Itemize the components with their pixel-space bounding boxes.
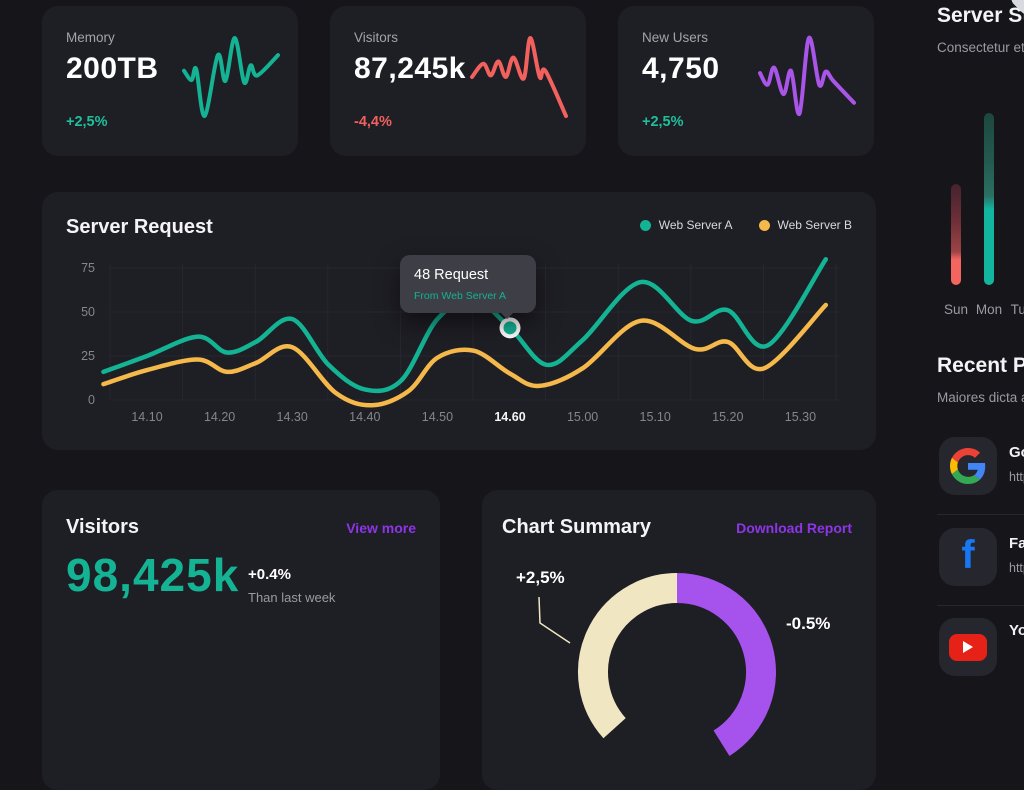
right-sidebar: Server Status Consectetur et amet Sun Mon… xyxy=(937,0,1024,676)
stat-card-memory: Memory 200TB +2,5% xyxy=(42,6,298,156)
google-icon xyxy=(939,437,997,495)
y-tick-25: 25 xyxy=(81,349,95,363)
stat-value: 87,245k xyxy=(354,52,466,85)
x-tick-14.50: 14.50 xyxy=(421,410,454,424)
stat-value: 4,750 xyxy=(642,52,720,85)
donut-segment xyxy=(676,573,776,756)
x-tick-14.10: 14.10 xyxy=(131,410,163,424)
recent-payments-subtitle: Maiores dicta amet xyxy=(937,390,1024,405)
chart-summary-card: Chart Summary Download Report +2,5% -0.5… xyxy=(482,490,876,790)
stat-delta: +2,5% xyxy=(66,114,108,130)
visitors-sparkline-chart xyxy=(472,38,566,116)
stat-label: Memory xyxy=(66,30,115,45)
youtube-icon xyxy=(939,618,997,676)
chart-summary-title: Chart Summary xyxy=(502,516,651,538)
legend-dot-orange xyxy=(758,219,770,231)
server-status-bar-chart: Sun Mon Tue xyxy=(937,0,1024,330)
legend-label: Web Server B xyxy=(777,218,852,232)
y-tick-0: 0 xyxy=(88,393,95,407)
sparkline-path xyxy=(760,38,854,114)
status-bar-sun xyxy=(951,183,961,285)
sparkline-path xyxy=(472,38,566,116)
x-tick-15.00: 15.00 xyxy=(566,410,599,424)
payment-name: YouTube xyxy=(1009,622,1024,639)
visitors-delta: +0.4% xyxy=(248,566,291,583)
marker-dot xyxy=(503,321,517,335)
view-more-link[interactable]: View more xyxy=(346,520,416,536)
dashboard-page: { "colors":{"teal":"#14b394","red":"#f26… xyxy=(42,0,1024,790)
recent-payments-title: Recent Payments xyxy=(937,354,1024,377)
visitors-big-value: 98,425k xyxy=(66,549,240,601)
payment-url[interactable]: https://www.google.com xyxy=(1009,470,1024,484)
legend-dot-teal xyxy=(639,219,651,231)
x-tick-15.20: 15.20 xyxy=(712,410,744,424)
payment-url[interactable]: https://www.facebook.com xyxy=(1009,561,1024,575)
chart-tooltip: 48 Request From Web Server A xyxy=(400,255,536,320)
day-label-mon: Mon xyxy=(975,302,1003,317)
summary-donut-chart[interactable] xyxy=(482,490,876,790)
server-request-card: Server Request Web Server A Web Server B… xyxy=(42,192,876,450)
divider xyxy=(937,605,1024,606)
y-tick-75: 75 xyxy=(81,261,95,275)
server-status-subtitle: Consectetur et amet xyxy=(937,40,1024,55)
y-tick-50: 50 xyxy=(81,305,95,319)
divider xyxy=(937,514,1024,515)
donut-annotation-line xyxy=(538,596,571,644)
visitors-caption: Than last week xyxy=(248,590,336,605)
x-tick-14.40: 14.40 xyxy=(349,410,381,424)
visitors-card: Visitors View more 98,425k +0.4% Than la… xyxy=(42,490,440,790)
new-users-sparkline-chart xyxy=(760,38,854,116)
web-server-b-line xyxy=(101,302,829,408)
facebook-icon: f xyxy=(939,528,997,586)
sparkline-path xyxy=(184,38,278,116)
payment-name: Google xyxy=(1009,444,1024,461)
stat-label: New Users xyxy=(642,30,709,45)
stat-card-visitors: Visitors 87,245k -4,4% xyxy=(330,6,586,156)
donut-label-positive: +2,5% xyxy=(516,568,565,587)
x-tick-15.30: 15.30 xyxy=(784,410,817,424)
tooltip-value: 48 Request xyxy=(414,267,489,283)
server-status-title: Server Status xyxy=(937,4,1024,27)
stat-label: Visitors xyxy=(354,30,399,45)
stat-value: 200TB xyxy=(66,52,159,85)
visitors-title: Visitors xyxy=(66,516,139,538)
x-axis-labels: 14.10 14.20 14.30 14.40 14.50 14.60 15.00 15.10… xyxy=(42,410,876,428)
donut-label-negative: -0.5% xyxy=(786,614,831,633)
payment-name: Facebook xyxy=(1009,535,1024,552)
x-tick-14.30: 14.30 xyxy=(276,410,308,424)
legend-item-web-server-b[interactable]: Web Server B xyxy=(758,218,852,232)
stat-delta: +2,5% xyxy=(642,114,684,130)
status-bar-mon xyxy=(984,112,994,285)
day-label-sun: Sun xyxy=(943,302,969,317)
x-tick-14.20: 14.20 xyxy=(203,410,236,424)
memory-sparkline-chart xyxy=(184,38,278,116)
legend-item-web-server-a[interactable]: Web Server A xyxy=(639,218,733,232)
stat-card-new-users: New Users 4,750 +2,5% xyxy=(618,6,874,156)
day-label-tue: Tue xyxy=(1010,302,1024,317)
stat-delta: -4,4% xyxy=(354,114,392,130)
donut-segment xyxy=(578,573,678,739)
legend-label: Web Server A xyxy=(658,218,733,232)
x-tick-15.10: 15.10 xyxy=(639,410,671,424)
chart-legend: Web Server A Web Server B xyxy=(639,218,852,232)
server-request-title: Server Request xyxy=(66,216,213,238)
tooltip-source: From Web Server A xyxy=(414,290,506,302)
download-report-link[interactable]: Download Report xyxy=(736,520,852,536)
x-tick-14.60: 14.60 xyxy=(494,410,526,424)
